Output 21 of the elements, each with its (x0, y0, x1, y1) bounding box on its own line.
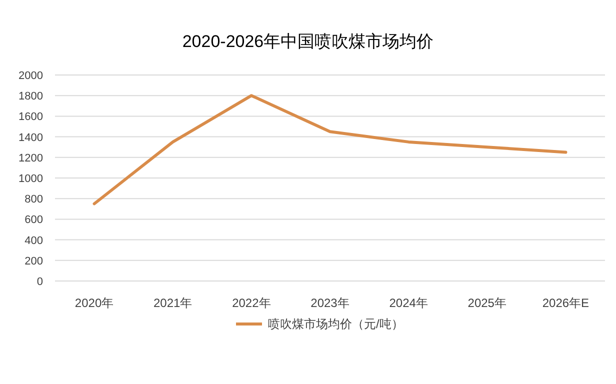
x-tick-label: 2022年 (232, 296, 271, 310)
line-series (92, 94, 568, 206)
y-tick-label: 1600 (18, 111, 43, 124)
x-tick-label: 2023年 (310, 296, 350, 310)
y-tick-label: 1400 (18, 132, 43, 144)
y-tick-label: 400 (24, 234, 43, 247)
y-tick-label: 1800 (18, 90, 43, 103)
y-tick-label: 600 (24, 214, 43, 226)
x-tick-label: 2021年 (154, 296, 192, 310)
y-tick-label: 1200 (18, 152, 43, 164)
x-tick-label: 2025年 (468, 296, 506, 310)
y-tick-label: 800 (24, 194, 43, 206)
y-tick-label: 1000 (18, 173, 43, 185)
y-tick-label: 2000 (18, 70, 43, 82)
x-tick-label: 2020年 (74, 296, 114, 310)
chart-title: 2020-2026年中国喷吹煤市场均价 (182, 32, 434, 51)
y-tick-label: 0 (36, 276, 43, 288)
legend-label: 喷吹煤市场均价（元/吨） (268, 317, 404, 331)
y-tick-label: 200 (24, 255, 43, 268)
x-tick-label: 2024年 (389, 296, 428, 310)
x-tick-label: 2026年E (542, 296, 590, 310)
